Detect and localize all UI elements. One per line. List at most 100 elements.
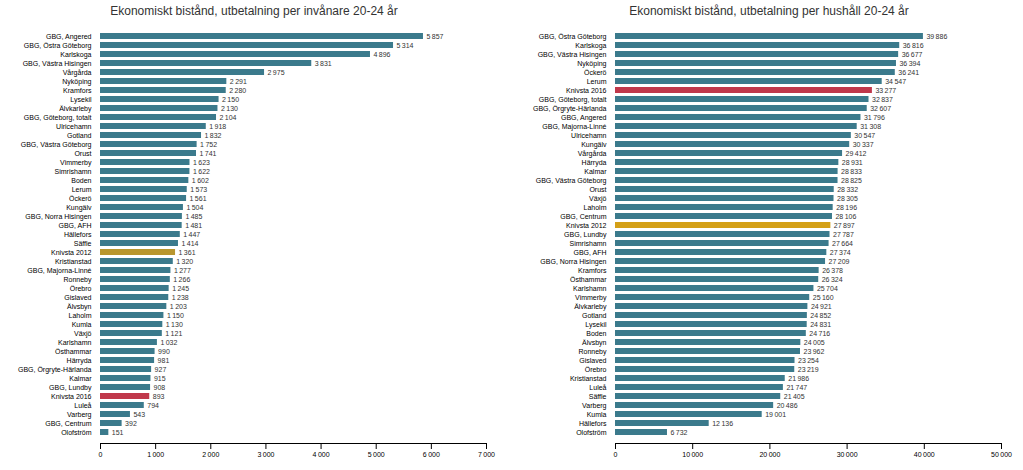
svg-text:Simrishamn: Simrishamn (570, 240, 607, 247)
svg-text:31 308: 31 308 (860, 123, 881, 130)
svg-text:33 277: 33 277 (875, 87, 896, 94)
svg-text:24 716: 24 716 (809, 330, 830, 337)
svg-text:Älvsbyn: Älvsbyn (582, 339, 607, 347)
svg-text:1 752: 1 752 (200, 141, 217, 148)
svg-text:27 664: 27 664 (832, 240, 853, 247)
svg-text:Kumla: Kumla (72, 321, 92, 328)
svg-text:2 150: 2 150 (222, 96, 239, 103)
svg-text:Gotland: Gotland (67, 132, 92, 139)
svg-text:Simrishamn: Simrishamn (55, 168, 92, 175)
svg-text:19 001: 19 001 (765, 411, 786, 418)
svg-text:Växjö: Växjö (589, 195, 607, 203)
svg-text:Laholm: Laholm (69, 312, 92, 319)
svg-text:GBG, Angered: GBG, Angered (46, 33, 92, 41)
svg-text:Knivsta 2012: Knivsta 2012 (51, 249, 92, 256)
svg-text:1 573: 1 573 (190, 186, 207, 193)
svg-text:3 000: 3 000 (257, 451, 274, 458)
svg-text:6 000: 6 000 (423, 451, 440, 458)
svg-text:908: 908 (154, 384, 166, 391)
svg-text:30 000: 30 000 (837, 451, 858, 458)
svg-text:7 000: 7 000 (478, 451, 495, 458)
svg-text:28 332: 28 332 (837, 186, 858, 193)
svg-text:Växjö: Växjö (74, 330, 92, 338)
svg-text:Orust: Orust (74, 150, 91, 157)
svg-text:1 266: 1 266 (173, 276, 190, 283)
svg-text:10 000: 10 000 (682, 451, 703, 458)
svg-text:Älvsbyn: Älvsbyn (67, 303, 92, 311)
svg-text:Laholm: Laholm (584, 204, 607, 211)
svg-text:Ulricehamn: Ulricehamn (571, 132, 607, 139)
svg-text:GBG, Lundby: GBG, Lundby (564, 231, 607, 239)
svg-text:Olofström: Olofström (61, 429, 92, 436)
svg-text:GBG, Angered: GBG, Angered (561, 114, 607, 122)
svg-text:2 000: 2 000 (202, 451, 219, 458)
svg-text:Örebro: Örebro (585, 366, 607, 373)
svg-text:1 277: 1 277 (174, 267, 191, 274)
svg-text:Lysekil: Lysekil (585, 321, 607, 329)
svg-text:34 547: 34 547 (885, 78, 906, 85)
svg-text:20 486: 20 486 (777, 402, 798, 409)
svg-text:GBG, AFH: GBG, AFH (573, 249, 606, 256)
svg-text:28 305: 28 305 (837, 195, 858, 202)
svg-text:24 831: 24 831 (810, 321, 831, 328)
svg-text:28 825: 28 825 (841, 177, 862, 184)
svg-text:392: 392 (125, 420, 137, 427)
svg-text:2 104: 2 104 (220, 114, 237, 121)
svg-text:1 245: 1 245 (172, 285, 189, 292)
svg-text:Boden: Boden (71, 177, 91, 184)
svg-text:30 547: 30 547 (854, 132, 875, 139)
svg-text:Lerum: Lerum (587, 78, 607, 85)
svg-text:5 000: 5 000 (368, 451, 385, 458)
svg-text:36 677: 36 677 (902, 51, 923, 58)
svg-text:50 000: 50 000 (991, 451, 1012, 458)
svg-text:Luleå: Luleå (589, 384, 606, 391)
svg-text:Öckerö: Öckerö (584, 69, 607, 76)
svg-text:1 320: 1 320 (176, 258, 193, 265)
svg-text:Olofström: Olofström (576, 429, 607, 436)
svg-text:Gislaved: Gislaved (579, 357, 606, 364)
svg-text:Varberg: Varberg (582, 402, 606, 410)
svg-text:Kalmar: Kalmar (69, 375, 92, 382)
svg-text:29 412: 29 412 (846, 150, 867, 157)
svg-text:Säffle: Säffle (589, 393, 607, 400)
svg-text:24 005: 24 005 (804, 339, 825, 346)
svg-text:GBG, Västra Göteborg: GBG, Västra Göteborg (21, 141, 92, 149)
svg-text:6 732: 6 732 (670, 429, 687, 436)
svg-text:Karlskoga: Karlskoga (60, 51, 91, 59)
svg-text:1 832: 1 832 (205, 132, 222, 139)
svg-text:36 816: 36 816 (903, 42, 924, 49)
svg-text:Knivsta 2012: Knivsta 2012 (566, 222, 607, 229)
svg-text:GBG, Västra Hisingen: GBG, Västra Hisingen (538, 51, 607, 59)
svg-text:GBG, Majorna-Linné: GBG, Majorna-Linné (542, 123, 606, 131)
svg-text:27 209: 27 209 (829, 258, 850, 265)
svg-text:1 485: 1 485 (185, 213, 202, 220)
svg-text:Nyköping: Nyköping (62, 78, 91, 86)
svg-text:Nyköping: Nyköping (577, 60, 606, 68)
svg-text:GBG, Lundby: GBG, Lundby (49, 384, 92, 392)
svg-text:GBG, Örgryte-Härlanda: GBG, Örgryte-Härlanda (533, 105, 607, 113)
svg-text:1 447: 1 447 (183, 231, 200, 238)
svg-text:24 921: 24 921 (811, 303, 832, 310)
svg-text:GBG, Centrum: GBG, Centrum (560, 213, 606, 220)
svg-text:981: 981 (158, 357, 170, 364)
svg-text:24 852: 24 852 (810, 312, 831, 319)
svg-text:543: 543 (133, 411, 145, 418)
svg-text:Älvkarleby: Älvkarleby (574, 303, 607, 311)
svg-text:27 897: 27 897 (834, 222, 855, 229)
svg-text:5 314: 5 314 (397, 42, 414, 49)
svg-text:Vimmerby: Vimmerby (575, 294, 607, 302)
svg-text:39 886: 39 886 (926, 33, 947, 40)
svg-text:Älvkarleby: Älvkarleby (59, 105, 92, 113)
svg-text:36 241: 36 241 (898, 69, 919, 76)
svg-text:1 504: 1 504 (186, 204, 203, 211)
svg-text:23 219: 23 219 (798, 366, 819, 373)
svg-text:Kumla: Kumla (587, 411, 607, 418)
svg-text:1 032: 1 032 (160, 339, 177, 346)
svg-text:26 324: 26 324 (822, 276, 843, 283)
svg-text:Hällefors: Hällefors (64, 231, 92, 238)
svg-text:Kramfors: Kramfors (63, 87, 92, 94)
svg-text:1 203: 1 203 (170, 303, 187, 310)
svg-text:28 931: 28 931 (842, 159, 863, 166)
svg-text:Ronneby: Ronneby (578, 348, 607, 356)
svg-text:4 896: 4 896 (373, 51, 390, 58)
